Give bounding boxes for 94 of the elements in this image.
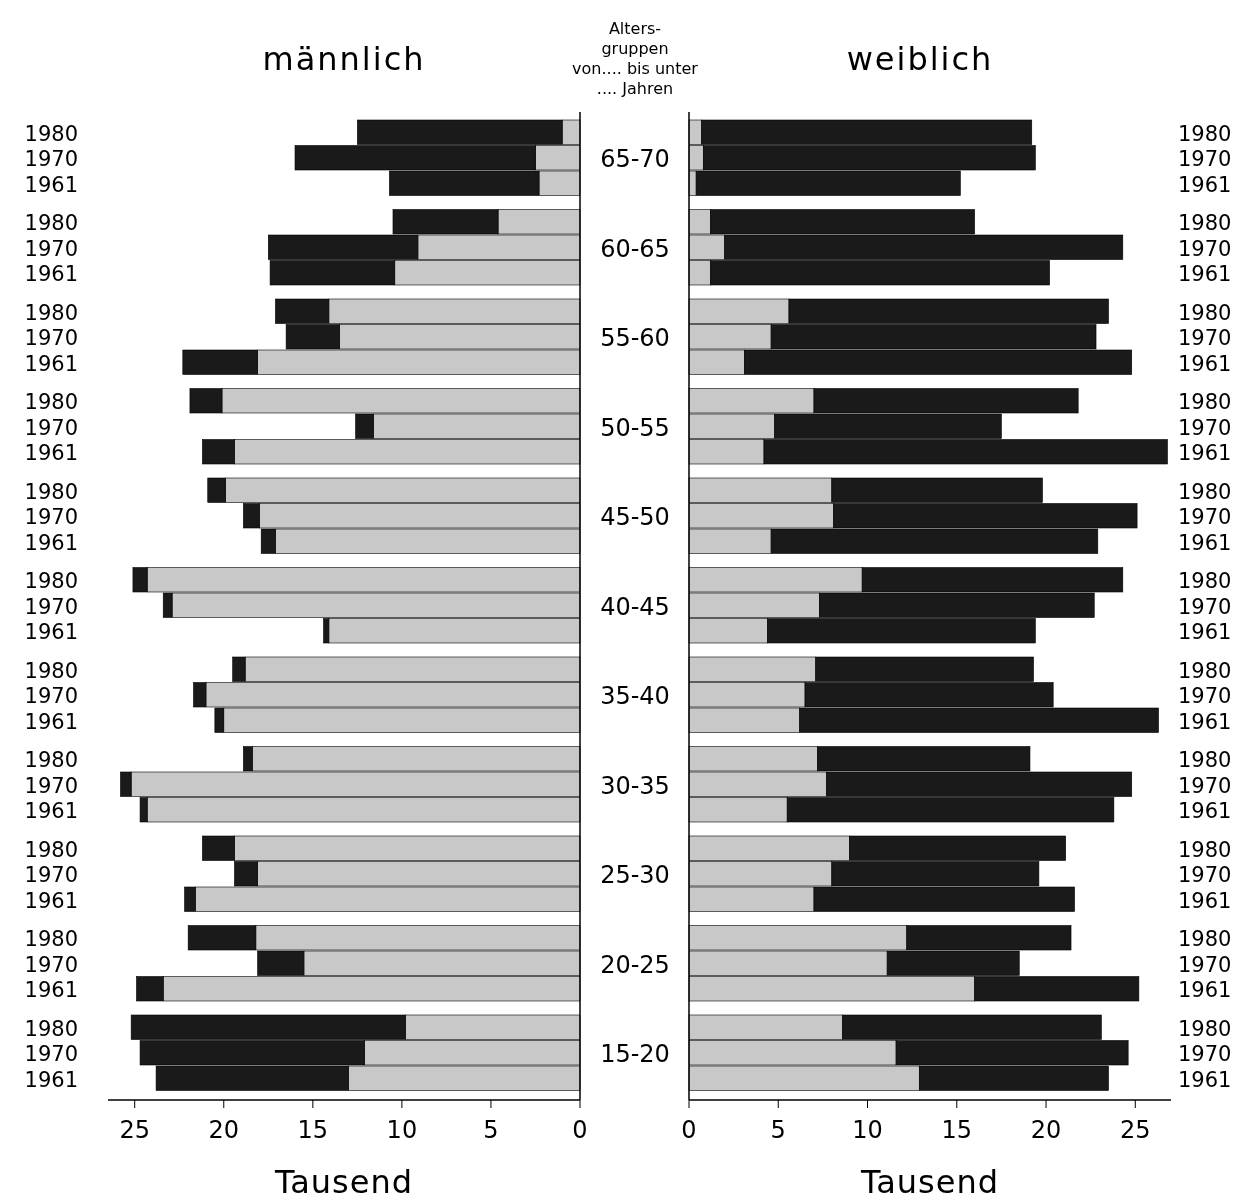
y-tick-label: 1961	[1178, 620, 1232, 645]
y-tick-label: 1970	[24, 952, 78, 977]
text: 35-40	[600, 682, 670, 711]
text: 65-70	[600, 145, 670, 174]
text: Alters- gruppen von.... bis unter .... Jahren	[572, 19, 699, 98]
y-tick-label: 1970	[1178, 594, 1232, 619]
y-tick-label: 1961	[24, 978, 78, 1003]
y-tick-label: 1961	[1178, 799, 1232, 824]
y-tick-label: 1980	[24, 927, 78, 952]
y-tick-label: 1961	[24, 799, 78, 824]
text: 30-35	[600, 771, 670, 800]
y-tick-label: 1980	[24, 837, 78, 862]
y-tick-label: 1961	[24, 351, 78, 376]
x-tick-label: 5	[770, 1116, 786, 1144]
y-tick-label: 1970	[24, 236, 78, 261]
y-tick-label: 1961	[1178, 1067, 1232, 1092]
y-tick-label: 1980	[24, 479, 78, 504]
text: 50-55	[600, 413, 670, 442]
y-tick-label: 1961	[24, 172, 78, 197]
y-tick-label: 1970	[1178, 1042, 1232, 1067]
y-tick-label: 1970	[24, 326, 78, 351]
y-tick-label: 1970	[1178, 863, 1232, 888]
y-tick-label: 1980	[1178, 121, 1232, 146]
y-tick-label: 1961	[24, 441, 78, 466]
y-tick-label: 1980	[24, 211, 78, 236]
y-tick-label: 1961	[24, 709, 78, 734]
x-tick-label: 25	[1120, 1116, 1151, 1144]
y-tick-label: 1961	[1178, 262, 1232, 287]
text: 15-20	[600, 1040, 670, 1069]
chart-title: männlich	[262, 40, 426, 78]
y-tick-label: 1970	[1178, 147, 1232, 172]
x-tick-label: 15	[297, 1116, 329, 1144]
y-tick-label: 1970	[1178, 236, 1232, 261]
x-tick-label: 20	[1030, 1116, 1062, 1144]
y-tick-label: 1970	[1178, 773, 1232, 798]
y-tick-label: 1970	[24, 773, 78, 798]
x-tick-label: 25	[119, 1116, 150, 1144]
y-tick-label: 1970	[24, 1042, 78, 1067]
y-tick-label: 1961	[1178, 172, 1232, 197]
y-tick-label: 1961	[1178, 351, 1232, 376]
text: 55-60	[600, 324, 670, 353]
y-tick-label: 1961	[24, 620, 78, 645]
y-tick-label: 1980	[1178, 748, 1232, 773]
y-tick-label: 1980	[24, 748, 78, 773]
y-tick-label: 1980	[1178, 927, 1232, 952]
y-tick-label: 1980	[24, 658, 78, 683]
text: 60-65	[600, 234, 670, 263]
y-tick-label: 1970	[1178, 415, 1232, 440]
y-tick-label: 1970	[1178, 505, 1232, 530]
y-tick-label: 1970	[24, 147, 78, 172]
text: 40-45	[600, 592, 670, 621]
y-tick-label: 1980	[24, 569, 78, 594]
y-tick-label: 1961	[1178, 978, 1232, 1003]
y-tick-label: 1980	[24, 1016, 78, 1041]
x-tick-label: 0	[572, 1116, 588, 1144]
text: 45-50	[600, 503, 670, 532]
y-tick-label: 1980	[1178, 390, 1232, 415]
x-tick-label: 20	[208, 1116, 240, 1144]
y-tick-label: 1961	[1178, 530, 1232, 555]
y-tick-label: 1961	[24, 530, 78, 555]
y-tick-label: 1970	[24, 505, 78, 530]
y-tick-label: 1980	[1178, 1016, 1232, 1041]
y-tick-label: 1980	[24, 300, 78, 325]
y-tick-label: 1961	[1178, 888, 1232, 913]
x-tick-label: 15	[941, 1116, 973, 1144]
x-tick-label: 0	[681, 1116, 697, 1144]
y-tick-label: 1970	[1178, 326, 1232, 351]
y-tick-label: 1961	[1178, 709, 1232, 734]
y-tick-label: 1961	[24, 1067, 78, 1092]
y-tick-label: 1980	[1178, 569, 1232, 594]
y-tick-label: 1961	[24, 262, 78, 287]
y-tick-label: 1961	[24, 888, 78, 913]
x-tick-label: 10	[852, 1116, 883, 1144]
y-tick-label: 1970	[1178, 952, 1232, 977]
y-tick-label: 1961	[1178, 441, 1232, 466]
text: 25-30	[600, 861, 670, 890]
y-tick-label: 1970	[24, 415, 78, 440]
x-tick-label: 10	[386, 1116, 418, 1144]
y-tick-label: 1980	[24, 390, 78, 415]
chart-title: weiblich	[846, 40, 994, 78]
y-tick-label: 1980	[1178, 211, 1232, 236]
y-tick-label: 1970	[24, 863, 78, 888]
y-tick-label: 1980	[1178, 658, 1232, 683]
y-tick-label: 1970	[24, 684, 78, 709]
y-tick-label: 1980	[24, 121, 78, 146]
y-tick-label: 1970	[24, 594, 78, 619]
x-axis-title: Tausend	[859, 1163, 1000, 1200]
x-tick-label: 5	[483, 1116, 499, 1144]
y-tick-label: 1980	[1178, 300, 1232, 325]
text: 20-25	[600, 950, 670, 979]
x-axis-title: Tausend	[273, 1163, 414, 1200]
y-tick-label: 1970	[1178, 684, 1232, 709]
y-tick-label: 1980	[1178, 837, 1232, 862]
y-tick-label: 1980	[1178, 479, 1232, 504]
